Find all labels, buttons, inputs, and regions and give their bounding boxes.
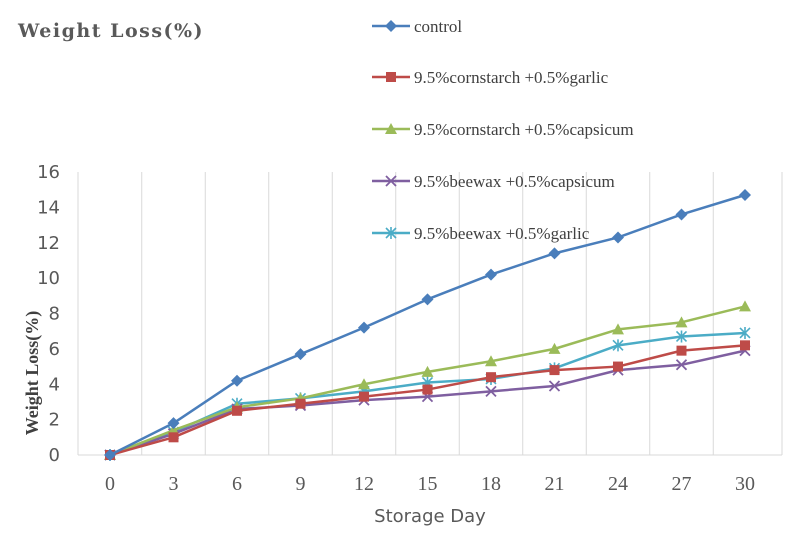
data-point: [104, 449, 116, 461]
legend-swatch-marker: [385, 20, 397, 32]
data-point: [676, 345, 687, 356]
data-point: [358, 378, 370, 390]
data-point: [612, 339, 624, 352]
legend-item: 9.5%cornstarch +0.5%capsicum: [372, 120, 634, 139]
legend: control 9.5%cornstarch +0.5%garlic 9.5%cor…: [372, 17, 634, 243]
data-point: [486, 372, 496, 383]
legend-swatch-marker: [385, 123, 397, 134]
data-point: [358, 321, 370, 334]
data-point: [548, 380, 561, 392]
x-tick-label: 9: [296, 473, 306, 495]
x-tick-label: 3: [169, 473, 179, 495]
x-tick-label: 27: [672, 473, 692, 495]
data-point: [485, 268, 497, 281]
x-tick-label: 24: [608, 473, 628, 495]
x-tick-label: 6: [232, 473, 242, 495]
series-0: [104, 188, 751, 461]
y-tick-label: 10: [37, 268, 60, 289]
data-point: [295, 398, 306, 409]
data-point: [548, 342, 561, 354]
legend-swatch-marker: [385, 227, 397, 239]
data-point: [739, 326, 751, 339]
data-point: [612, 231, 624, 244]
data-point: [485, 355, 497, 367]
x-tick-label: 0: [105, 473, 115, 495]
data-point: [675, 330, 688, 343]
legend-item: 9.5%beewax +0.5%capsicum: [372, 172, 615, 191]
data-point: [613, 361, 623, 372]
x-axis-ticks: 0 3 6 9 12 15 18 21 24 27 30: [105, 473, 755, 495]
data-point: [549, 365, 560, 376]
data-point: [359, 391, 369, 402]
data-point: [294, 348, 307, 361]
data-point: [739, 300, 751, 312]
series-group: [104, 188, 751, 461]
legend-label: 9.5%beewax +0.5%capsicum: [414, 172, 615, 191]
data-point: [548, 247, 561, 260]
legend-swatch-marker: [385, 175, 397, 187]
series-1: [105, 340, 750, 460]
data-point: [675, 316, 688, 328]
x-tick-label: 21: [545, 473, 565, 495]
y-axis-ticks: 0 2 4 6 8 10 12 14 16: [37, 162, 60, 466]
legend-item: 9.5%beewax +0.5%garlic: [372, 224, 590, 243]
y-tick-label: 16: [37, 162, 60, 183]
data-point: [422, 384, 433, 395]
legend-label: 9.5%cornstarch +0.5%capsicum: [414, 120, 634, 139]
y-tick-label: 2: [49, 410, 60, 431]
series-2: [104, 300, 751, 460]
data-point: [421, 365, 434, 377]
data-point: [739, 188, 751, 201]
legend-item: 9.5%cornstarch +0.5%garlic: [372, 68, 609, 87]
legend-label: 9.5%beewax +0.5%garlic: [414, 224, 590, 243]
x-tick-label: 30: [735, 473, 755, 495]
y-tick-label: 6: [49, 339, 60, 360]
legend-label: control: [414, 17, 462, 36]
data-point: [421, 293, 434, 306]
data-point: [167, 417, 180, 430]
data-point: [231, 374, 243, 387]
legend-item: control: [372, 17, 462, 36]
y-tick-label: 4: [49, 374, 60, 395]
legend-swatch-marker: [386, 72, 396, 82]
legend-label: 9.5%cornstarch +0.5%garlic: [414, 68, 609, 87]
data-point: [675, 359, 688, 371]
y-tick-label: 8: [49, 304, 60, 325]
y-tick-label: 14: [37, 197, 60, 218]
data-point: [168, 432, 179, 443]
x-tick-label: 18: [481, 473, 501, 495]
data-point: [612, 323, 624, 335]
y-tick-label: 12: [37, 233, 60, 254]
x-tick-label: 15: [418, 473, 438, 495]
data-point: [232, 405, 242, 416]
data-point: [485, 385, 497, 397]
data-point: [675, 208, 688, 221]
y-tick-label: 0: [49, 445, 60, 466]
data-point: [740, 340, 750, 351]
x-tick-label: 12: [354, 473, 374, 495]
chart-title: Weight Loss(%): [17, 20, 204, 42]
y-axis-label: Weight Loss(%): [22, 311, 43, 436]
x-axis-label: Storage Day: [374, 506, 486, 527]
